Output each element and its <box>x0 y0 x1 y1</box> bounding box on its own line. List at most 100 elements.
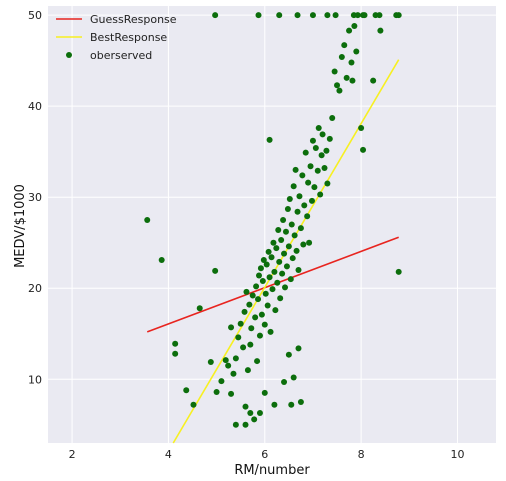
data-point <box>276 12 283 19</box>
data-point <box>225 362 232 369</box>
y-tick-label: 10 <box>28 373 42 386</box>
data-point <box>256 332 263 339</box>
data-point <box>301 202 308 209</box>
y-tick-label: 20 <box>28 282 42 295</box>
data-point <box>266 274 273 281</box>
y-tick-label: 50 <box>28 9 42 22</box>
data-point <box>255 12 262 19</box>
y-tick-label: 40 <box>28 100 42 113</box>
data-point <box>341 42 348 49</box>
data-point <box>332 12 339 19</box>
data-point <box>292 166 299 173</box>
data-point <box>297 399 304 406</box>
data-point <box>321 165 328 172</box>
data-point <box>297 225 304 232</box>
data-point <box>246 301 253 308</box>
data-point <box>268 254 275 261</box>
x-tick-label: 4 <box>165 448 172 461</box>
x-axis-label: RM/number <box>234 463 310 478</box>
data-point <box>288 221 295 228</box>
data-point <box>213 389 220 396</box>
data-point <box>318 152 325 159</box>
data-point <box>395 268 402 275</box>
data-point <box>282 284 289 291</box>
data-point <box>290 183 297 190</box>
data-point <box>281 379 288 386</box>
data-point <box>259 277 266 284</box>
data-point <box>294 12 301 19</box>
data-point <box>289 255 296 262</box>
data-point <box>247 341 254 348</box>
data-point <box>276 258 283 265</box>
data-point <box>277 295 284 302</box>
data-point <box>305 179 312 186</box>
data-point <box>258 311 265 318</box>
data-point <box>262 290 269 297</box>
x-tick-label: 6 <box>261 448 268 461</box>
data-point <box>348 59 355 66</box>
data-point <box>291 232 298 239</box>
data-point <box>343 74 350 81</box>
data-point <box>272 307 279 314</box>
data-point <box>293 247 300 254</box>
data-point <box>158 257 165 264</box>
data-point <box>242 421 249 428</box>
data-point <box>279 270 286 277</box>
data-point <box>306 239 313 246</box>
data-point <box>287 276 294 283</box>
data-point <box>273 245 280 252</box>
data-point <box>312 145 319 152</box>
data-point <box>302 149 309 156</box>
data-point <box>308 197 315 204</box>
data-point <box>376 12 383 19</box>
data-point <box>351 23 358 30</box>
data-point <box>247 409 254 416</box>
data-point <box>218 378 225 385</box>
data-point <box>261 389 268 396</box>
data-point <box>300 241 307 248</box>
x-tick-label: 8 <box>358 448 365 461</box>
data-point <box>314 167 321 174</box>
data-point <box>336 87 343 94</box>
data-point <box>260 257 267 264</box>
data-point <box>232 355 239 362</box>
data-point <box>284 206 291 213</box>
data-point <box>240 344 247 351</box>
x-tick-label: 2 <box>69 448 76 461</box>
data-point <box>358 124 365 131</box>
data-point <box>144 216 151 223</box>
legend-label-observed: oberserved <box>90 49 152 62</box>
legend-swatch-observed <box>66 52 72 58</box>
tick-labels: 2 4 6 8 10 10 20 30 40 50 <box>28 9 464 461</box>
data-point <box>275 226 282 233</box>
data-point <box>334 82 341 89</box>
data-point <box>370 77 377 84</box>
data-point <box>299 172 306 179</box>
data-point <box>253 283 260 290</box>
data-point <box>274 279 281 286</box>
data-point <box>265 248 272 255</box>
data-point <box>296 193 303 200</box>
series-line-guessresponse <box>146 236 399 333</box>
data-point <box>252 314 259 321</box>
data-point <box>212 267 219 274</box>
data-point <box>295 345 302 352</box>
legend: GuessResponse BestResponse oberserved <box>56 13 177 62</box>
data-point <box>212 12 219 19</box>
grid-lines <box>48 6 496 443</box>
data-point <box>242 403 249 410</box>
plot-area <box>48 6 496 443</box>
data-point <box>207 358 214 365</box>
data-point <box>324 12 331 19</box>
data-point <box>249 292 256 299</box>
data-point <box>255 296 262 303</box>
data-point <box>309 137 316 144</box>
data-point <box>232 421 239 428</box>
data-point <box>267 328 274 335</box>
data-point <box>228 324 235 331</box>
data-point <box>324 180 331 187</box>
data-point <box>360 146 367 153</box>
data-point <box>257 265 264 272</box>
data-point <box>361 12 368 19</box>
